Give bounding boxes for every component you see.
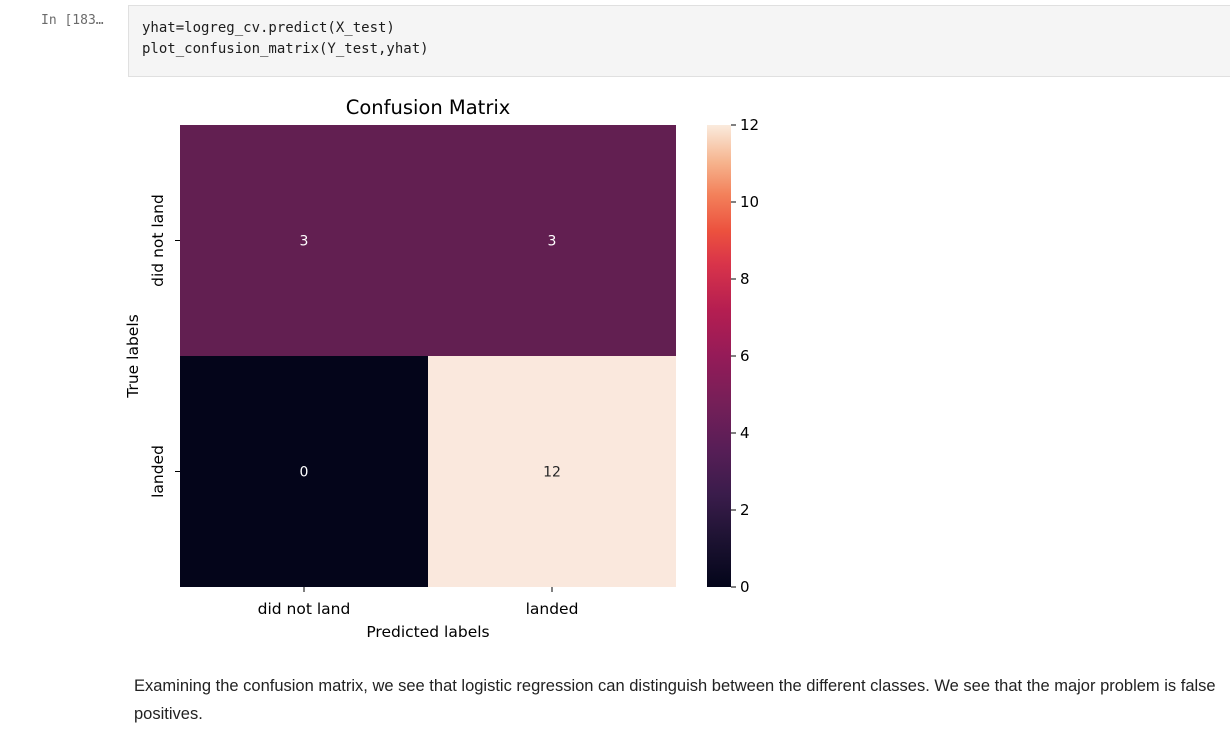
cell-value-label: 3	[300, 234, 309, 250]
y-tick-label: landed	[149, 445, 167, 498]
cell-prompt: In [183…	[41, 13, 104, 28]
heatmap-cell	[428, 356, 676, 587]
code-line: plot_confusion_matrix(Y_test,yhat)	[142, 41, 429, 57]
code-cell[interactable]: yhat=logreg_cv.predict(X_test) plot_conf…	[128, 5, 1230, 77]
colorbar-tick-label: 6	[740, 347, 750, 365]
heatmap-cell	[180, 125, 428, 356]
cell-value-label: 3	[548, 234, 557, 250]
heatmap-cell	[428, 125, 676, 356]
heatmap-cell	[180, 356, 428, 587]
x-tick-label: landed	[526, 600, 579, 618]
code-line: yhat=logreg_cv.predict(X_test)	[142, 20, 395, 36]
cell-value-label: 0	[300, 465, 309, 481]
confusion-matrix-chart: 3 3 0 12 Confusion Matrix did not land landed P…	[124, 96, 759, 641]
y-tick-label: did not land	[149, 194, 167, 287]
cell-output: 3 3 0 12 Confusion Matrix did not land landed P…	[120, 85, 840, 645]
colorbar-tick-label: 4	[740, 424, 750, 442]
chart-title: Confusion Matrix	[346, 96, 511, 119]
colorbar-tick-label: 10	[740, 193, 759, 211]
colorbar-tick-label: 8	[740, 270, 750, 288]
cell-value-label: 12	[543, 465, 561, 481]
colorbar-tick-label: 12	[740, 116, 759, 134]
y-axis-label: True labels	[124, 314, 142, 398]
markdown-text: Examining the confusion matrix, we see t…	[134, 677, 1216, 723]
x-axis-label: Predicted labels	[366, 623, 489, 641]
colorbar-tick-label: 2	[740, 501, 750, 519]
colorbar-tick-label: 0	[740, 578, 750, 596]
x-tick-label: did not land	[258, 600, 351, 618]
colorbar	[707, 125, 731, 587]
